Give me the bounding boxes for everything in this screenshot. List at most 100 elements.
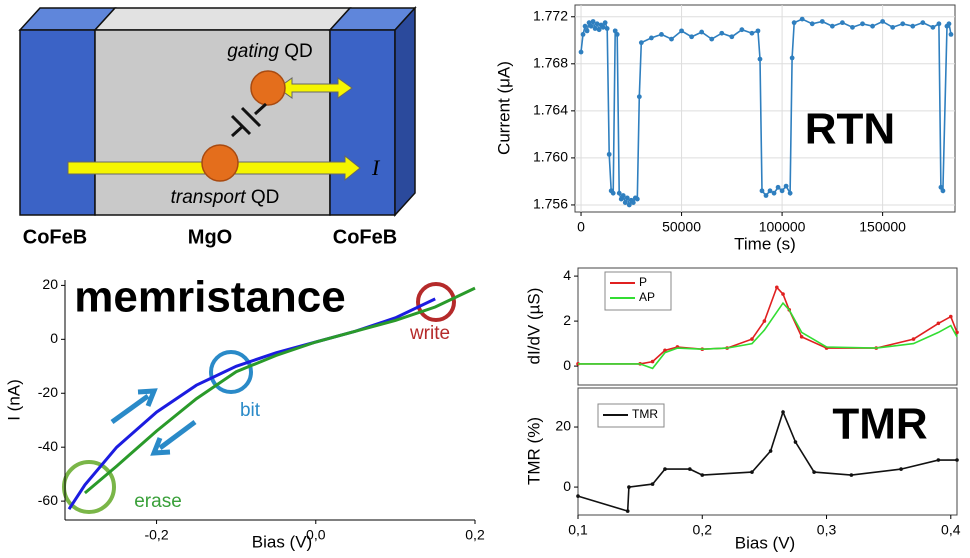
gating-qd: QD (284, 41, 313, 62)
data-point (627, 485, 631, 489)
data-point (775, 184, 781, 190)
barrier (94, 29, 331, 216)
x-tick-label: 0,3 (817, 522, 837, 538)
x-tick-label: 150000 (859, 219, 906, 235)
data-point (938, 184, 944, 190)
gating-word: gating (227, 41, 279, 62)
data-point (850, 24, 855, 30)
data-point (890, 24, 896, 30)
data-point (624, 195, 630, 201)
y-tick-label: 20 (555, 418, 571, 434)
data-point (606, 151, 612, 157)
y-tick-label: -20 (38, 384, 58, 400)
data-point (584, 28, 590, 34)
data-point (757, 56, 763, 62)
x-tick-label: 100000 (759, 219, 806, 235)
memristance-decorations (62, 282, 456, 514)
y-tick-label: 4 (563, 267, 571, 283)
sweep-arrows (110, 388, 197, 456)
y-tick-label: 1.756 (533, 196, 568, 212)
data-point (771, 190, 777, 196)
annotation: erase (134, 491, 182, 512)
data-point (750, 337, 754, 341)
data-point (586, 20, 592, 26)
plot-frame (574, 4, 956, 213)
data-point (636, 94, 642, 100)
data-point (596, 27, 602, 33)
data-point (634, 196, 640, 202)
y-tick-label: -40 (38, 438, 58, 454)
data-point (600, 24, 606, 30)
data-point (900, 21, 906, 27)
series-line (83, 286, 476, 495)
data-point (739, 27, 745, 33)
data-point (614, 32, 620, 37)
legend-label: TMR (632, 407, 658, 421)
data-point (940, 188, 946, 194)
left-electrode (19, 29, 96, 216)
data-point (590, 19, 596, 24)
x-axis-label: Time (s) (734, 234, 796, 253)
transport-dot (201, 144, 239, 182)
data-point (936, 321, 941, 326)
data-point (955, 458, 959, 462)
data-point (650, 482, 655, 486)
data-point (612, 28, 618, 34)
y-tick-label: -60 (38, 492, 58, 508)
data-point (930, 24, 936, 30)
x-tick-label: 0,4 (941, 522, 961, 538)
x-tick-label: 0 (577, 219, 585, 235)
data-point (880, 19, 886, 24)
data-point (799, 16, 805, 22)
x-tick-label: 50000 (662, 219, 701, 235)
data-point (689, 34, 695, 40)
data-point (709, 36, 715, 42)
data-point (789, 55, 795, 61)
data-point (625, 509, 630, 513)
data-point (809, 21, 815, 27)
data-point (622, 200, 628, 205)
device-diagram (18, 6, 417, 217)
y-axis-label: dI/dV (µS) (524, 288, 543, 365)
data-point (578, 49, 584, 55)
barrier-label: MgO (188, 226, 232, 248)
data-point (870, 23, 875, 29)
y-axis-label: I (nA) (4, 379, 23, 421)
data-point (812, 470, 816, 474)
x-axis-label: Bias (V) (735, 533, 795, 552)
legend-box (597, 403, 665, 428)
data-point (663, 467, 667, 471)
legend-box (604, 271, 672, 311)
data-point (799, 335, 804, 339)
x-tick-label: 0,1 (568, 522, 588, 538)
data-point (602, 20, 608, 26)
series-line (577, 409, 957, 513)
data-point (793, 440, 798, 444)
annotation: TMR (832, 400, 927, 449)
data-point (729, 34, 735, 40)
annotation: write (409, 323, 450, 344)
data-point (649, 35, 654, 41)
electrode-label: CoFeB (333, 226, 397, 248)
y-tick-label: 0 (563, 357, 571, 373)
data-point (755, 28, 761, 34)
gating-arrow (277, 77, 353, 99)
y-tick-label: 1.760 (533, 149, 568, 165)
data-point (719, 30, 725, 36)
right-side (394, 6, 416, 217)
barrier-top (93, 7, 352, 31)
data-point (688, 467, 692, 471)
gating-label: gating QD (227, 41, 313, 62)
y-tick-label: 20 (42, 276, 58, 292)
data-point (699, 29, 705, 35)
y-axis-label: TMR (%) (524, 417, 543, 485)
data-point (911, 337, 916, 341)
data-point (946, 21, 952, 27)
data-point (955, 330, 959, 335)
transport-qd: QD (251, 187, 280, 208)
data-point (762, 319, 767, 323)
data-point (679, 28, 684, 34)
data-point (626, 202, 632, 208)
data-point (616, 190, 622, 196)
